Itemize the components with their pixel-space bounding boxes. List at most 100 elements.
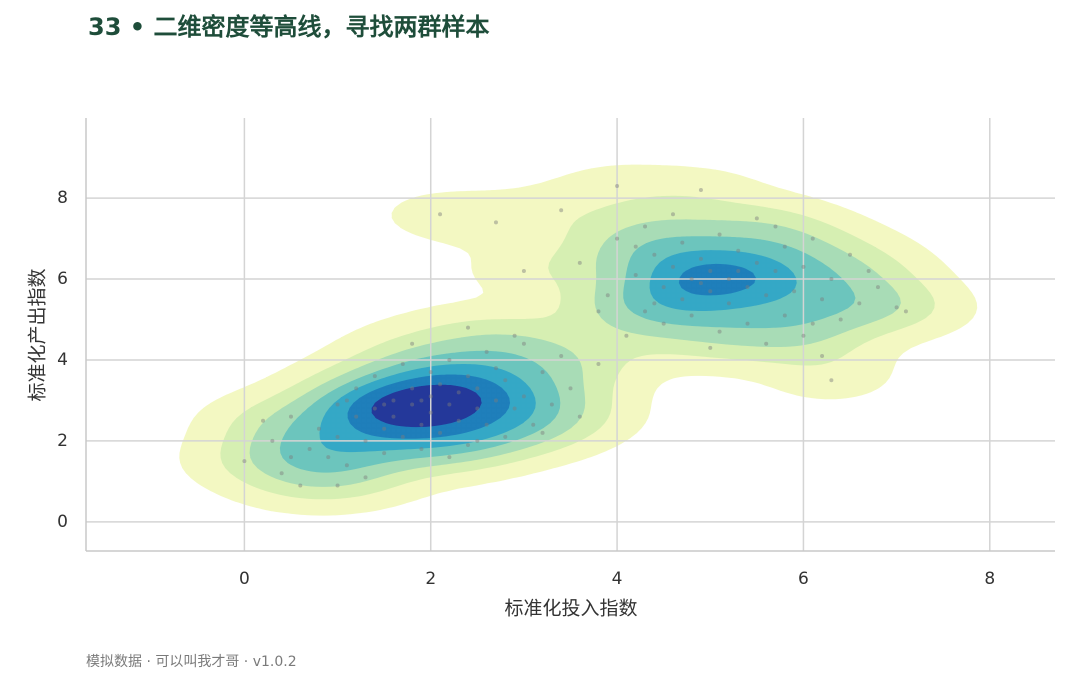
point [708,345,713,350]
point [242,459,247,464]
point [354,386,359,391]
point [391,414,396,419]
point [288,455,293,460]
point [521,341,526,346]
point [270,438,275,443]
point [615,236,620,241]
point [484,349,489,354]
point [288,414,293,419]
point [577,414,582,419]
point [484,422,489,427]
point [801,333,806,338]
point [643,224,648,229]
point [419,422,424,427]
point [764,293,769,298]
point [503,434,508,439]
point [475,386,480,391]
point [670,212,675,217]
point [354,414,359,419]
point [792,289,797,294]
point [540,430,545,435]
point [559,208,564,213]
point [447,455,452,460]
point [410,341,415,346]
point [670,264,675,269]
point [596,309,601,314]
point [661,321,666,326]
point [782,313,787,318]
point [438,430,443,435]
point [279,471,284,476]
point [419,398,424,403]
x-tick-label: 8 [984,569,995,589]
point [428,370,433,375]
point [624,333,629,338]
point [428,394,433,399]
point [838,317,843,322]
point [438,212,443,217]
point [866,268,871,273]
point [736,248,741,253]
point [689,277,694,282]
point [428,410,433,415]
point [493,220,498,225]
point [261,418,266,423]
point [521,394,526,399]
point [820,297,825,302]
point [708,289,713,294]
point [782,244,787,249]
point [698,188,703,193]
point [549,402,554,407]
x-tick-label: 0 [239,569,250,589]
point [335,434,340,439]
point [326,455,331,460]
point [875,285,880,290]
point [512,406,517,411]
point [335,483,340,488]
y-tick-label: 6 [57,269,68,289]
point [745,321,750,326]
point [903,309,908,314]
point [801,264,806,269]
point [372,374,377,379]
point [568,386,573,391]
point [391,398,396,403]
point [410,402,415,407]
point [698,281,703,286]
point [512,333,517,338]
point [382,451,387,456]
point [754,260,759,265]
point [605,293,610,298]
y-tick-label: 2 [57,431,68,451]
x-tick-label: 2 [425,569,436,589]
point [531,422,536,427]
x-axis-label: 标准化投入指数 [504,598,637,620]
point [466,325,471,330]
x-tick-label: 4 [612,569,623,589]
point [689,313,694,318]
x-tick-label: 6 [798,569,809,589]
point [894,305,899,310]
point [726,277,731,282]
point [810,321,815,326]
point [382,426,387,431]
point [559,353,564,358]
point [615,183,620,188]
y-tick-label: 8 [57,188,68,208]
point [754,216,759,221]
point [382,402,387,407]
point [810,236,815,241]
point [596,362,601,367]
point [736,268,741,273]
point [521,268,526,273]
point [493,366,498,371]
point [335,402,340,407]
y-axis-label: 标准化产出指数 [27,268,49,401]
point [652,252,657,257]
point [438,382,443,387]
point [577,260,582,265]
point [363,475,368,480]
grid [86,118,1055,551]
